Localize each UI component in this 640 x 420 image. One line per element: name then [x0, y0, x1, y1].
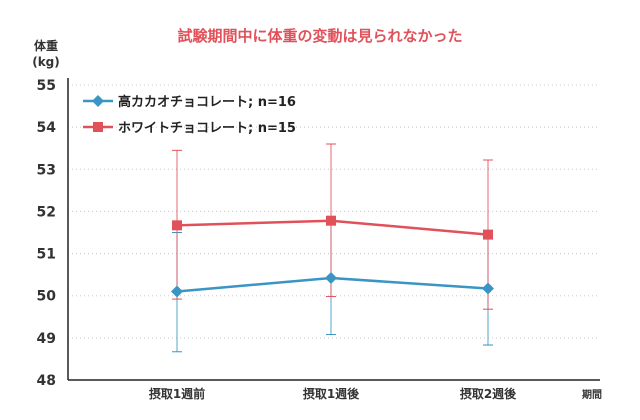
x-axis-label: 期間 — [582, 388, 602, 401]
y-tick-label: 50 — [37, 289, 57, 305]
data-point-square — [483, 229, 493, 240]
data-point-diamond — [92, 95, 104, 107]
error-bars — [172, 143, 493, 353]
axes: 48 49 50 51 52 53 54 55 摂取1週前 摂取1週後 摂取2週後 — [37, 78, 600, 401]
legend-label: 高カカオチョコレート; n=16 — [118, 94, 296, 110]
legend: 高カカオチョコレート; n=16 ホワイトチョコレート; n=15 — [83, 94, 296, 136]
y-tick-label: 55 — [37, 78, 56, 94]
data-point-square — [326, 215, 336, 226]
chart-title: 試験期間中に体重の変動は見られなかった — [177, 27, 462, 45]
legend-label: ホワイトチョコレート; n=15 — [118, 121, 296, 136]
y-tick-label: 52 — [37, 204, 56, 220]
x-tick-label: 摂取2週後 — [460, 386, 517, 401]
gridlines — [68, 84, 600, 339]
y-axis-label-line1: 体重 — [34, 38, 58, 53]
x-tick-label: 摂取1週後 — [303, 386, 360, 401]
data-point-square — [172, 220, 182, 231]
data-point-diamond — [482, 282, 494, 295]
y-tick-label: 51 — [37, 247, 56, 263]
y-tick-label: 48 — [37, 373, 56, 389]
data-point-square — [93, 122, 103, 132]
series-lines — [171, 215, 494, 298]
y-axis-label-line2: (kg) — [32, 55, 60, 69]
x-tick-label: 摂取1週前 — [149, 386, 205, 401]
data-point-diamond — [325, 272, 337, 285]
y-tick-label: 49 — [37, 331, 56, 347]
data-point-diamond — [171, 285, 183, 298]
y-tick-label: 53 — [37, 162, 56, 178]
y-tick-label: 54 — [37, 120, 57, 136]
